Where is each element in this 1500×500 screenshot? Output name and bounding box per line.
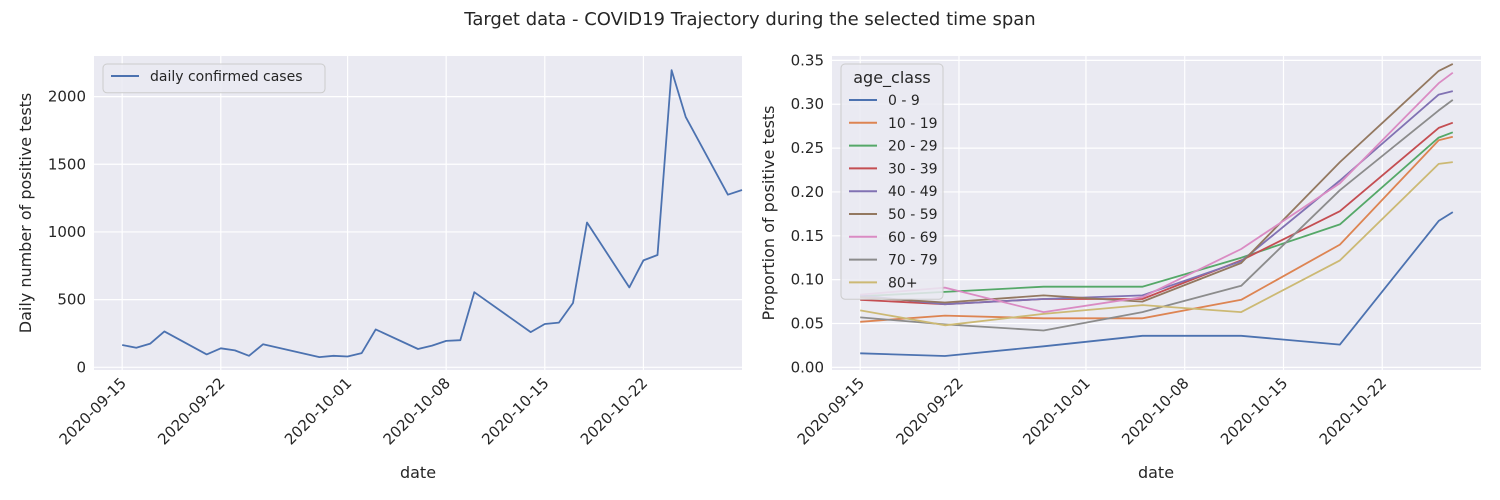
y-tick-label: 2000 [48, 88, 86, 106]
y-tick-label: 0.25 [791, 139, 824, 157]
y-axis-label: Daily number of positive tests [16, 93, 35, 334]
proportion-by-age-chart: 2020-09-15 2020-09-22 2020-10-01 2020-10-08… [759, 51, 1481, 482]
series-line [122, 69, 743, 359]
legend-label: 60 - 69 [888, 230, 938, 246]
series-line [860, 211, 1454, 357]
legend-label: 80+ [888, 275, 918, 291]
x-axis-label: date [400, 463, 436, 482]
legend-label: 0 - 9 [888, 93, 920, 109]
grid [94, 56, 742, 370]
legend-label: 70 - 79 [888, 253, 938, 269]
x-tick-labels: 2020-09-15 2020-09-22 2020-10-01 2020-10-08… [56, 374, 652, 448]
y-tick-label: 0.35 [791, 51, 824, 69]
legend-label: daily confirmed cases [150, 69, 303, 85]
y-tick-label: 0.30 [791, 95, 824, 113]
y-tick-label: 1500 [48, 155, 86, 173]
y-tick-label: 500 [57, 291, 86, 309]
series-line [860, 63, 1454, 304]
y-tick-label: 0.05 [791, 315, 824, 333]
x-tick-label: 2020-09-15 [56, 374, 130, 448]
series-line [860, 99, 1454, 332]
x-tick-label: 2020-10-22 [577, 374, 651, 448]
x-tick-label: 2020-10-08 [1118, 374, 1192, 448]
x-tick-labels: 2020-09-15 2020-09-22 2020-10-01 2020-10-08… [794, 374, 1390, 448]
series-lines [860, 63, 1454, 357]
x-tick-label: 2020-10-22 [1316, 374, 1390, 448]
y-tick-labels: 0.00 0.05 0.10 0.15 0.20 0.25 0.30 0.35 [791, 51, 824, 376]
x-tick-label: 2020-10-15 [1217, 374, 1291, 448]
y-tick-label: 0.00 [791, 358, 824, 376]
legend-label: 10 - 19 [888, 116, 938, 132]
x-tick-label: 2020-10-08 [380, 374, 454, 448]
y-tick-label: 0.15 [791, 227, 824, 245]
y-tick-label: 0.10 [791, 271, 824, 289]
legend-label: 20 - 29 [888, 139, 938, 155]
y-tick-label: 1000 [48, 223, 86, 241]
daily-cases-chart: 2020-09-15 2020-09-22 2020-10-01 2020-10-08… [16, 56, 743, 482]
series-line [860, 71, 1454, 314]
legend: age_class 0 - 9 10 - 19 20 - 29 30 - 39 40 - … [840, 63, 944, 300]
legend-label: 50 - 59 [888, 207, 938, 223]
x-tick-label: 2020-09-15 [794, 374, 868, 448]
y-tick-label: 0 [76, 358, 86, 376]
series-line [860, 90, 1454, 306]
legend-label: 40 - 49 [888, 184, 938, 200]
legend: daily confirmed cases [102, 63, 326, 94]
y-tick-label: 0.20 [791, 183, 824, 201]
figure-title: Target data - COVID19 Trajectory during … [463, 9, 1035, 30]
series-line [860, 161, 1453, 327]
legend-title: age_class [853, 68, 931, 88]
x-tick-label: 2020-09-22 [892, 374, 966, 448]
x-tick-label: 2020-10-15 [478, 374, 552, 448]
x-axis-label: date [1138, 463, 1174, 482]
y-tick-labels: 0 500 1000 1500 2000 [48, 88, 86, 377]
y-axis-label: Proportion of positive tests [759, 105, 778, 320]
x-tick-label: 2020-09-22 [154, 374, 228, 448]
plot-area [94, 56, 742, 370]
x-tick-label: 2020-10-01 [281, 374, 355, 448]
legend-label: 30 - 39 [888, 161, 938, 177]
legend-box [102, 63, 326, 94]
x-tick-label: 2020-10-01 [1019, 374, 1093, 448]
series-lines [122, 69, 743, 359]
